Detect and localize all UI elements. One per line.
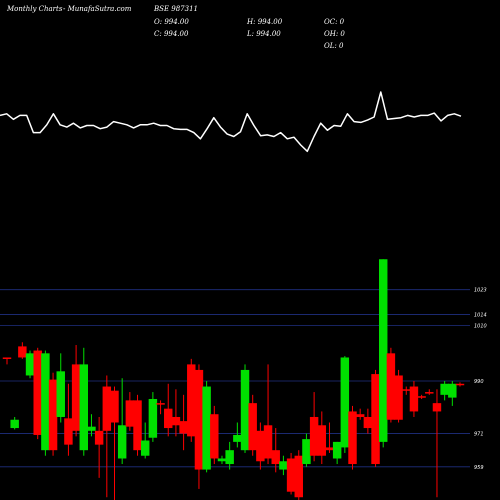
candle-body — [440, 383, 449, 395]
ol-value: OL: 0 — [324, 42, 344, 50]
candle-body — [94, 430, 104, 445]
open-value: O: 994.00 — [154, 18, 189, 26]
candle-body — [455, 383, 465, 386]
candle-body — [286, 458, 296, 492]
candle-body — [87, 426, 96, 431]
candle-body — [64, 418, 73, 445]
candle-body — [179, 421, 188, 434]
candle-body — [187, 364, 196, 437]
candle-body — [56, 371, 65, 417]
candle-body — [133, 400, 142, 451]
candle-body — [171, 416, 181, 426]
candle-body — [317, 425, 327, 456]
candle-body — [378, 259, 388, 442]
oc-value: OC: 0 — [324, 18, 345, 26]
symbol-label: BSE 987311 — [153, 5, 198, 13]
candle-body — [117, 425, 127, 459]
candle-body — [340, 357, 350, 448]
candle-body — [25, 353, 35, 376]
candle-body — [202, 386, 211, 470]
candle-body — [432, 403, 442, 412]
oh-value: OH: 0 — [324, 30, 345, 38]
candle-series — [2, 259, 465, 500]
candle-body — [271, 450, 280, 465]
line-series — [0, 91, 462, 153]
candle-body — [302, 439, 311, 465]
candle-body — [125, 400, 135, 427]
candle-body — [10, 419, 19, 429]
candle-body — [325, 447, 334, 451]
y-tick-label: 1023 — [474, 288, 487, 294]
y-tick-label: 971 — [474, 432, 484, 438]
y-tick-label: 959 — [474, 465, 484, 471]
candle-body — [110, 390, 119, 423]
candle-body — [294, 455, 303, 498]
candle-body — [2, 357, 12, 359]
candle-body — [18, 346, 27, 358]
candle-body — [279, 461, 288, 470]
candle-body — [363, 416, 373, 429]
candle-body — [248, 403, 257, 451]
candle-body — [240, 369, 250, 451]
site-label: - MunafaSutra.com — [63, 5, 132, 13]
close-value: C: 994.00 — [154, 30, 189, 38]
candle-body — [217, 458, 227, 462]
candle-body — [386, 353, 396, 420]
candle-body — [48, 379, 58, 451]
candle-body — [33, 350, 42, 435]
candle-body — [348, 411, 357, 465]
candle-body — [225, 450, 234, 465]
candle-body — [79, 364, 89, 451]
candle-body — [256, 430, 265, 462]
candle-body — [409, 386, 419, 412]
series-line — [0, 91, 462, 153]
y-tick-label: 990 — [474, 379, 484, 385]
candle-body — [425, 392, 434, 394]
y-tick-label: 1010 — [474, 324, 487, 330]
candle-body — [164, 408, 173, 429]
low-value: L: 994.00 — [246, 30, 281, 38]
candle-body — [41, 353, 50, 451]
candle-body — [355, 414, 365, 417]
y-tick-label: 1014 — [474, 313, 487, 319]
candle-body — [448, 383, 457, 398]
candle-body — [71, 364, 81, 431]
candle-body — [102, 386, 112, 431]
candle-body — [332, 441, 342, 459]
candle-body — [263, 425, 273, 459]
candle-body — [156, 403, 165, 405]
high-value: H: 994.00 — [246, 18, 283, 26]
chart-type-label: Monthly Charts — [6, 5, 63, 13]
y-axis-ticks: 1014 1010 1023 990 971 959 — [474, 288, 487, 471]
candle-body — [148, 398, 158, 438]
candle-body — [194, 369, 204, 470]
candle-body — [371, 374, 380, 465]
candle-body — [210, 414, 219, 459]
candle-body — [309, 416, 319, 456]
candle-body — [233, 434, 242, 442]
candle-body — [140, 440, 150, 456]
candle-body — [402, 389, 411, 391]
candle-body — [394, 375, 403, 420]
candle-body — [417, 396, 426, 398]
